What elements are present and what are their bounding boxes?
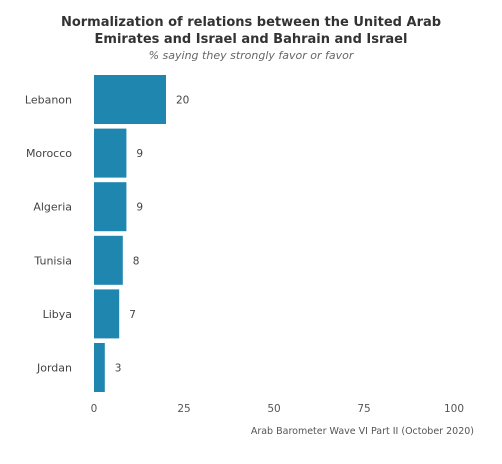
bar-algeria <box>94 182 127 232</box>
bar-lebanon <box>94 75 166 124</box>
category-label-jordan: Jordan <box>36 362 72 375</box>
category-label-tunisia: Tunisia <box>33 254 72 267</box>
bar-tunisia <box>94 235 123 285</box>
category-label-lebanon: Lebanon <box>25 94 72 107</box>
source-note: Arab Barometer Wave VI Part II (October … <box>250 426 474 437</box>
value-label-lebanon: 20 <box>176 95 189 107</box>
category-label-libya: Libya <box>43 308 72 321</box>
chart-subtitle: % saying they strongly favor or favor <box>148 49 354 62</box>
chart-title-line-2: Emirates and Israel and Bahrain and Isra… <box>94 32 408 47</box>
chart-title: Normalization of relations between the U… <box>0 14 502 48</box>
bar-morocco <box>94 128 127 178</box>
x-tick-label-25: 25 <box>177 403 190 415</box>
value-labels-layer: 20 9 9 8 7 3 <box>115 95 190 375</box>
x-tick-label-50: 50 <box>267 403 280 415</box>
bar-jordan <box>94 343 105 392</box>
x-tick-label-75: 75 <box>357 403 370 415</box>
value-label-algeria: 9 <box>136 202 143 214</box>
bars-layer <box>94 75 166 392</box>
category-label-morocco: Morocco <box>26 147 72 160</box>
chart-title-line-1: Normalization of relations between the U… <box>60 15 442 30</box>
bar-libya <box>94 289 120 339</box>
value-label-libya: 7 <box>129 309 136 321</box>
x-tick-label-0: 0 <box>91 403 98 415</box>
value-label-tunisia: 8 <box>133 255 140 267</box>
category-label-algeria: Algeria <box>33 201 72 214</box>
x-tick-label-100: 100 <box>444 403 464 415</box>
value-label-jordan: 3 <box>115 363 122 375</box>
x-axis-ticks-layer: 0 25 50 75 100 <box>91 403 464 415</box>
value-label-morocco: 9 <box>136 148 143 160</box>
category-labels-layer: Lebanon Morocco Algeria Tunisia Libya Jordan <box>25 94 72 375</box>
